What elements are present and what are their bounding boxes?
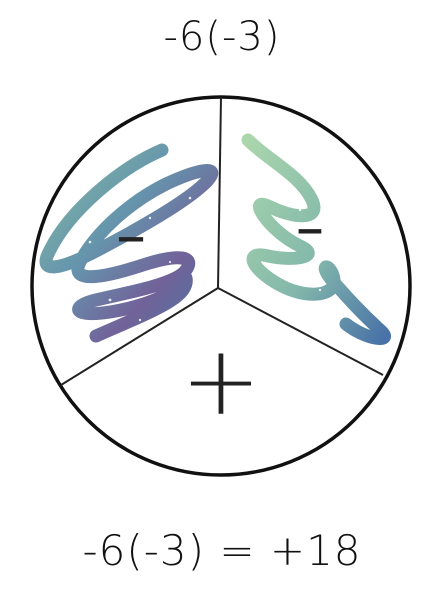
divider-left <box>60 287 219 386</box>
sparkle-dots <box>88 168 358 322</box>
section-sign-left: - <box>115 204 148 267</box>
answer-equation: -6(-3) = +18 <box>82 526 362 575</box>
scribble-right <box>241 133 391 346</box>
section-sign-right: - <box>294 196 325 259</box>
section-sign-bottom: + <box>181 325 261 437</box>
divider-top <box>217 96 222 289</box>
problem-title: -6(-3) <box>163 14 281 60</box>
divider-right <box>217 287 384 376</box>
scribble-left <box>39 143 219 343</box>
